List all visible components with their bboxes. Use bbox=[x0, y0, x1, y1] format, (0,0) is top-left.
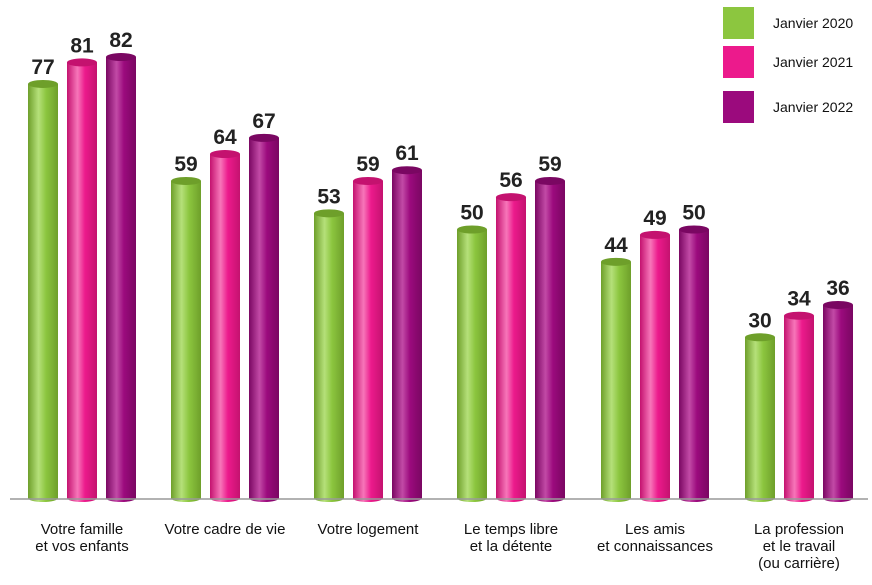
bar-cap bbox=[601, 257, 631, 266]
bars-group bbox=[28, 53, 853, 503]
bar bbox=[67, 58, 97, 502]
bar-body bbox=[457, 229, 487, 502]
bar bbox=[784, 311, 814, 502]
value-label: 36 bbox=[826, 277, 849, 300]
bar-body bbox=[353, 180, 383, 503]
value-label: 77 bbox=[31, 56, 54, 79]
value-label: 44 bbox=[604, 234, 628, 257]
category-label: La profession bbox=[754, 521, 844, 538]
value-label: 64 bbox=[213, 126, 237, 149]
bar-cap bbox=[640, 230, 670, 239]
bar bbox=[28, 79, 58, 502]
bar-cap bbox=[67, 58, 97, 67]
bar-body bbox=[640, 234, 670, 502]
bar-cap bbox=[457, 225, 487, 234]
bar-body bbox=[210, 154, 240, 502]
bar-body bbox=[601, 261, 631, 502]
value-label: 59 bbox=[356, 153, 379, 176]
category-label: Votre logement bbox=[318, 521, 420, 538]
category-label: et connaissances bbox=[597, 538, 713, 555]
category-label: et le travail bbox=[763, 538, 836, 555]
bar-body bbox=[249, 137, 279, 502]
bar-cap bbox=[28, 79, 58, 88]
bar-body bbox=[535, 180, 565, 503]
bar bbox=[457, 225, 487, 502]
bar-cap bbox=[784, 311, 814, 320]
bar-cap bbox=[745, 333, 775, 342]
value-label: 56 bbox=[499, 169, 522, 192]
value-label: 49 bbox=[643, 207, 666, 230]
value-label: 30 bbox=[748, 309, 771, 332]
bar-cap bbox=[210, 150, 240, 159]
bar bbox=[601, 257, 631, 502]
value-label: 81 bbox=[70, 34, 94, 57]
bar bbox=[353, 176, 383, 503]
bar-body bbox=[745, 337, 775, 502]
category-label: et la détente bbox=[470, 538, 553, 555]
value-label: 53 bbox=[317, 185, 340, 208]
bar-cap bbox=[249, 133, 279, 142]
bar-cap bbox=[392, 166, 422, 175]
legend-swatch bbox=[723, 91, 754, 123]
bar-body bbox=[106, 57, 136, 503]
bar-cap bbox=[314, 209, 344, 218]
legend-label: Janvier 2022 bbox=[773, 99, 853, 115]
bar bbox=[210, 150, 240, 502]
category-label: Le temps libre bbox=[464, 521, 558, 538]
legend-swatch bbox=[723, 7, 754, 39]
legend-label: Janvier 2021 bbox=[773, 54, 853, 70]
bar-cap bbox=[679, 225, 709, 234]
bar bbox=[171, 176, 201, 503]
category-label: Les amis bbox=[625, 521, 685, 538]
bar bbox=[392, 166, 422, 502]
bar-body bbox=[392, 170, 422, 502]
legend: Janvier 2020 Janvier 2021 Janvier 2022 bbox=[723, 7, 853, 123]
bar-cap bbox=[535, 176, 565, 185]
bar-cap bbox=[496, 193, 526, 202]
bar-body bbox=[171, 180, 201, 503]
bar-body bbox=[823, 304, 853, 502]
bar-body bbox=[496, 197, 526, 502]
value-label: 34 bbox=[787, 288, 811, 311]
bar bbox=[745, 333, 775, 502]
bar-cap bbox=[171, 176, 201, 185]
bar bbox=[314, 209, 344, 502]
value-label: 50 bbox=[682, 202, 705, 225]
value-label: 61 bbox=[395, 142, 419, 165]
value-label: 82 bbox=[109, 29, 132, 52]
bar-body bbox=[67, 62, 97, 502]
value-label: 59 bbox=[538, 153, 561, 176]
category-label: (ou carrière) bbox=[758, 555, 840, 572]
value-labels-group: 77 81 82 59 64 67 53 59 61 50 56 59 44 49 50 30 34 36 bbox=[31, 29, 849, 332]
bar bbox=[106, 53, 136, 503]
value-label: 50 bbox=[460, 202, 483, 225]
bar bbox=[640, 230, 670, 502]
bar bbox=[823, 300, 853, 502]
legend-swatch bbox=[723, 46, 754, 78]
bar-body bbox=[679, 229, 709, 502]
legend-label: Janvier 2020 bbox=[773, 15, 853, 31]
value-label: 67 bbox=[252, 110, 275, 133]
bar-body bbox=[314, 213, 344, 502]
category-label: et vos enfants bbox=[35, 538, 128, 555]
bar-body bbox=[28, 83, 58, 502]
bar-cap bbox=[106, 53, 136, 62]
bar bbox=[535, 176, 565, 503]
bar bbox=[679, 225, 709, 502]
bar bbox=[249, 133, 279, 502]
category-label: Votre famille bbox=[41, 521, 124, 538]
bar-cap bbox=[823, 300, 853, 309]
category-label: Votre cadre de vie bbox=[165, 521, 286, 538]
bar-cap bbox=[353, 176, 383, 185]
bar-body bbox=[784, 315, 814, 502]
value-label: 59 bbox=[174, 153, 197, 176]
bar bbox=[496, 193, 526, 502]
